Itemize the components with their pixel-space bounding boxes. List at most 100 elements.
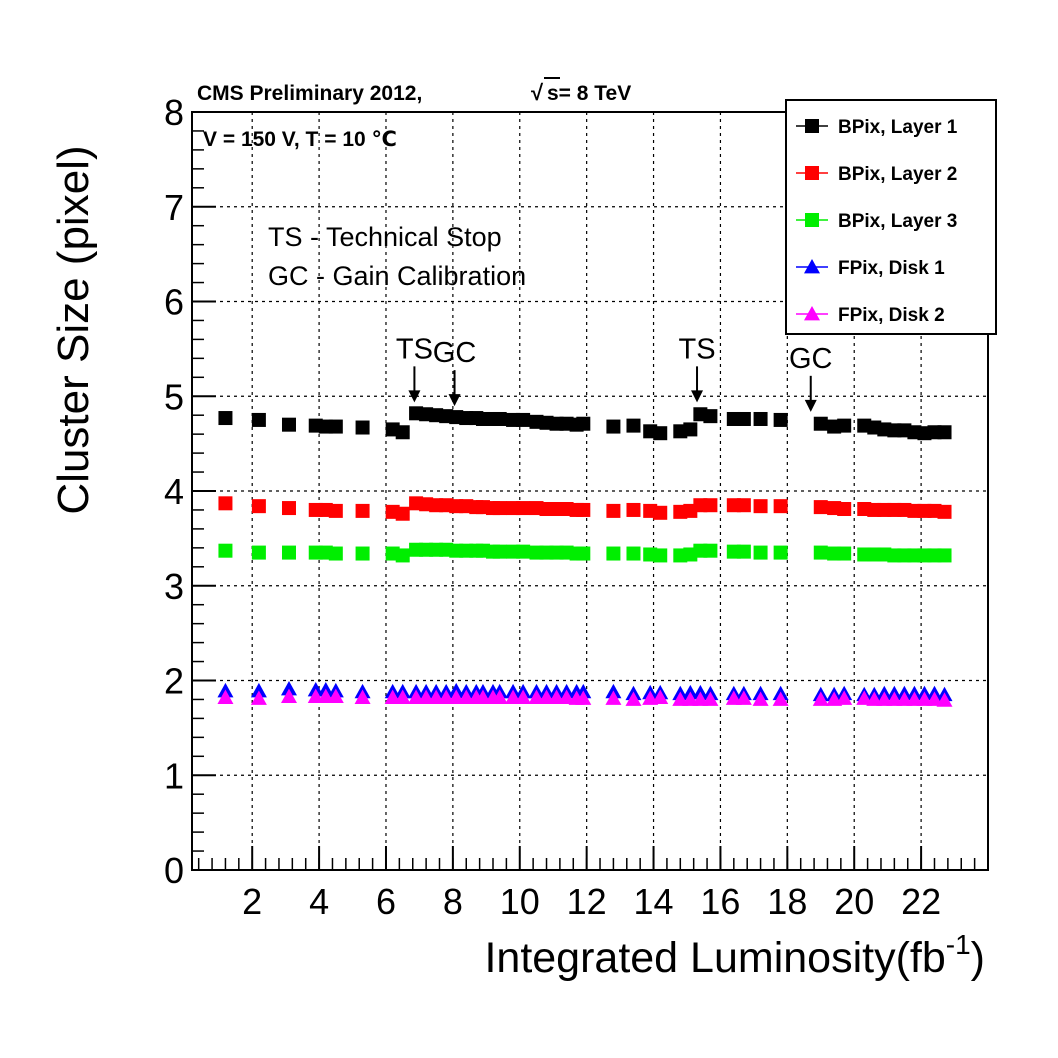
point-fpix-disk-2 [538,689,555,704]
point-bpix-layer-1 [753,411,768,426]
y-tick-label: 0 [164,850,184,891]
point-bpix-layer-3 [753,545,768,560]
point-fpix-disk-2 [906,691,923,706]
point-bpix-layer-2 [653,505,668,520]
point-fpix-disk-2 [458,689,475,704]
point-bpix-layer-3 [736,544,751,559]
x-tick-label: 18 [767,881,807,922]
y-tick-label: 7 [164,187,184,228]
y-tick-label: 6 [164,282,184,323]
point-fpix-disk-2 [916,691,933,706]
x-tick-label: 22 [901,881,941,922]
annotations: TS GC TS GC [396,333,832,412]
point-bpix-layer-2 [355,503,370,518]
point-bpix-layer-1 [576,416,591,431]
point-fpix-disk-2 [575,690,592,705]
legend-box [785,99,997,335]
point-fpix-disk-2 [625,691,642,706]
point-bpix-layer-3 [355,546,370,561]
annotation-label: TS [678,333,715,365]
point-fpix-disk-2 [692,691,709,706]
point-bpix-layer-1 [328,419,343,434]
y-tick-label: 2 [164,661,184,702]
annotation-label: GC [433,337,477,369]
note-technical-stop: TS - Technical Stop [268,222,502,252]
point-fpix-disk-2 [702,691,719,706]
point-bpix-layer-3 [395,548,410,563]
point-fpix-disk-2 [394,689,411,704]
point-fpix-disk-2 [772,691,789,706]
point-fpix-disk-2 [307,688,324,704]
legend-label: FPix, Disk 1 [838,258,945,279]
annotation-arrowhead [804,399,817,412]
point-bpix-layer-2 [736,498,751,513]
y-tick-label: 4 [164,471,184,512]
point-bpix-layer-2 [626,502,641,517]
annotation-label: TS [396,333,433,365]
point-bpix-layer-1 [395,425,410,440]
point-bpix-layer-3 [281,545,296,560]
x-tick-label: 6 [376,881,396,922]
point-bpix-layer-3 [218,543,233,558]
point-fpix-disk-2 [418,689,435,704]
point-bpix-layer-1 [355,420,370,435]
point-bpix-layer-2 [492,501,507,516]
point-bpix-layer-3 [703,543,718,558]
point-bpix-layer-2 [606,503,621,518]
point-fpix-disk-2 [384,689,401,704]
y-tick-label: 8 [164,92,184,133]
legend: BPix, Layer 1 BPix, Layer 2 BPix, Layer 3 F… [785,99,997,335]
legend-label: BPix, Layer 2 [838,164,957,185]
y-tick-label: 3 [164,566,184,607]
point-fpix-disk-2 [428,689,445,704]
legend-label: BPix, Layer 3 [838,211,957,232]
point-bpix-layer-2 [837,502,852,517]
legend-label: FPix, Disk 2 [838,305,945,326]
point-fpix-disk-2 [672,691,689,706]
point-bpix-layer-1 [653,426,668,441]
point-bpix-layer-3 [937,548,952,563]
point-bpix-layer-2 [516,501,531,516]
point-fpix-disk-2 [605,690,622,705]
point-fpix-disk-2 [354,689,371,704]
y-tick-label: 1 [164,755,184,796]
x-tick-label: 16 [700,881,740,922]
point-fpix-disk-2 [317,688,334,704]
y-tick-label: 5 [164,376,184,417]
legend-marker [804,259,820,274]
sqrt-symbol: √ [531,80,544,105]
point-bpix-layer-1 [813,416,828,431]
point-fpix-disk-2 [896,691,913,706]
note-gain-calibration: GC - Gain Calibration [268,261,526,291]
point-fpix-disk-2 [936,692,953,707]
point-bpix-layer-3 [653,548,668,563]
x-tick-label: 12 [567,881,607,922]
point-bpix-layer-3 [576,546,591,561]
point-fpix-disk-2 [217,689,234,704]
x-tick-label: 8 [443,881,463,922]
point-bpix-layer-2 [753,499,768,514]
point-fpix-disk-2 [652,689,669,704]
point-bpix-layer-2 [773,499,788,514]
point-fpix-disk-2 [408,689,425,704]
point-bpix-layer-1 [773,412,788,427]
point-fpix-disk-2 [515,689,532,704]
x-tick-label: 20 [834,881,874,922]
point-bpix-layer-1 [837,418,852,433]
point-bpix-layer-1 [218,411,233,426]
legend-marker [805,166,819,180]
annotation-arrowhead [408,390,421,403]
energy-label: s= 8 TeV [547,82,631,105]
conditions-label: V = 150 V, T = 10 ℃ [203,128,397,151]
legend-marker [805,213,819,227]
point-bpix-layer-1 [626,418,641,433]
point-fpix-disk-2 [474,689,491,704]
point-bpix-layer-2 [328,503,343,518]
point-fpix-disk-2 [876,691,893,706]
point-fpix-disk-2 [725,690,742,705]
chart-title: CMS Preliminary 2012, [197,82,422,105]
point-fpix-disk-2 [866,691,883,706]
point-fpix-disk-2 [836,690,853,705]
